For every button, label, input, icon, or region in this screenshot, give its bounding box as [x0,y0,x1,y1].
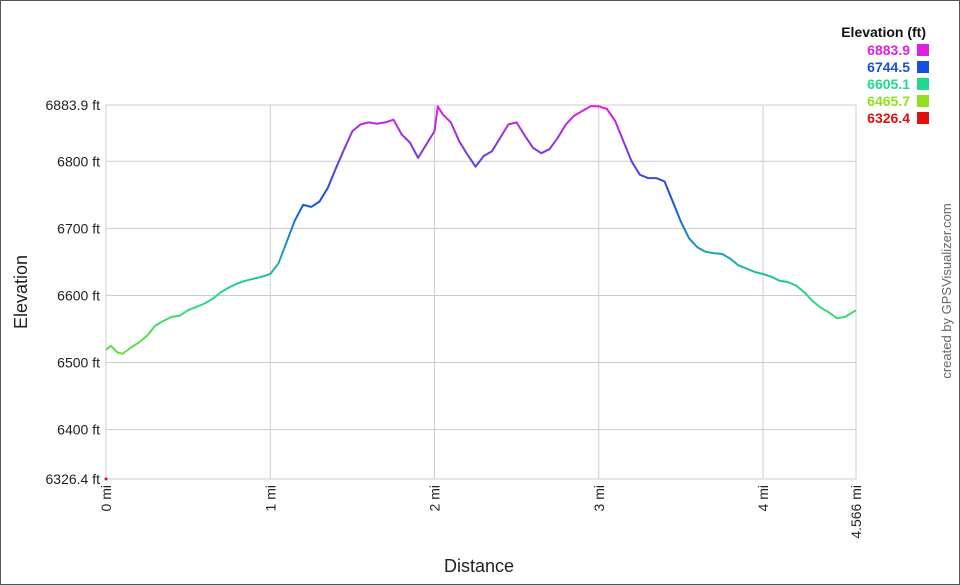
y-tick-label: 6600 ft [57,287,100,303]
legend-title: Elevation (ft) [841,24,926,40]
legend-entry-label: 6605.1 [867,76,910,92]
y-tick-label: 6800 ft [57,153,100,169]
legend-swatch [917,78,929,90]
x-tick-label: 0 mi [98,485,114,511]
legend-entry-label: 6326.4 [867,110,910,126]
x-tick-label: 1 mi [262,485,278,511]
y-tick-label: 6500 ft [57,355,100,371]
series-layer [104,105,857,481]
legend-entry-label: 6465.7 [867,93,910,109]
tick-labels: 6326.4 ft 6400 ft 6500 ft 6600 ft 6700 ft 680… [46,97,865,539]
legend-entry-label: 6744.5 [867,59,910,75]
legend-entry-label: 6883.9 [867,42,910,58]
legend: Elevation (ft) 6883.96744.56605.16465.76… [841,24,929,126]
y-axis-title: Elevation [11,255,31,329]
x-axis-title: Distance [444,556,514,576]
series-line [105,105,857,355]
legend-swatch [917,95,929,107]
x-tick-label: 2 mi [427,485,443,511]
legend-swatch [917,112,929,124]
y-tick-label: 6400 ft [57,422,100,438]
y-tick-label: 6326.4 ft [46,471,101,487]
legend-swatch [917,44,929,56]
x-tick-label: 3 mi [591,485,607,511]
y-tick-label: 6700 ft [57,220,100,236]
legend-swatch [917,61,929,73]
x-tick-label: 4.566 mi [848,485,864,539]
x-tick-label: 4 mi [755,485,771,511]
min-marker [104,477,108,481]
y-tick-label: 6883.9 ft [46,97,101,113]
credit-text: created by GPSVisualizer.com [939,203,954,378]
grid-layer [105,104,857,480]
